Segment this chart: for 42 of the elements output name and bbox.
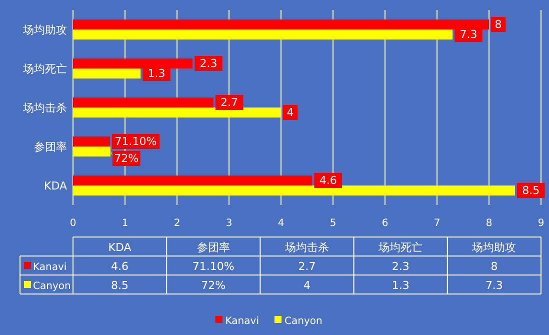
data-label: 2.7 bbox=[220, 96, 238, 109]
data-label: 8.5 bbox=[522, 184, 540, 197]
x-tick-label: 2 bbox=[174, 218, 180, 229]
text: 72% bbox=[201, 279, 226, 292]
x-tick-label: 7 bbox=[434, 218, 440, 229]
data-label: 8 bbox=[494, 18, 502, 31]
x-tick-label: 8 bbox=[486, 218, 492, 229]
x-tick-label: 5 bbox=[330, 218, 336, 229]
text: 71.10% bbox=[192, 260, 234, 273]
text: 4 bbox=[304, 279, 310, 292]
x-tick-label: 1 bbox=[122, 218, 128, 229]
y-tick-label: 参团率 bbox=[34, 140, 67, 154]
data-label: 7.3 bbox=[460, 28, 478, 41]
text: 8 bbox=[490, 260, 498, 273]
y-tick-label: 场均死亡 bbox=[22, 62, 67, 76]
x-tick-label: 3 bbox=[226, 218, 232, 229]
text: 2.3 bbox=[392, 260, 410, 273]
text: 4.6 bbox=[111, 260, 129, 273]
category-label: 场均助攻 bbox=[472, 241, 516, 254]
text: 8.5 bbox=[111, 279, 129, 292]
data-label: 1.3 bbox=[148, 67, 166, 80]
y-tick-label: KDA bbox=[44, 180, 68, 192]
x-tick-label: 9 bbox=[538, 218, 544, 229]
data-label: 2.3 bbox=[200, 57, 218, 70]
x-tick-label: 4 bbox=[278, 218, 284, 229]
legend-label: Kanavi bbox=[33, 262, 67, 273]
y-tick-label: 场均助攻 bbox=[22, 24, 67, 36]
x-tick-label: 0 bbox=[70, 218, 76, 229]
text: 7.3 bbox=[485, 279, 503, 292]
text: 1.3 bbox=[392, 279, 410, 292]
category-label: KDA bbox=[108, 241, 132, 254]
data-label: 4 bbox=[286, 106, 294, 119]
data-label: 4.6 bbox=[319, 174, 337, 187]
category-label: 场均击杀 bbox=[285, 241, 329, 254]
legend-label: Canyon bbox=[33, 281, 71, 292]
x-tick-label: 6 bbox=[382, 218, 388, 229]
y-tick-label: 场均击杀 bbox=[22, 102, 67, 114]
text: 2.7 bbox=[298, 260, 316, 273]
category-label: 参团率 bbox=[196, 241, 230, 254]
category-label: 场均死亡 bbox=[378, 241, 423, 254]
data-label: 71.10% bbox=[114, 135, 157, 148]
data-label: 72% bbox=[114, 152, 139, 165]
